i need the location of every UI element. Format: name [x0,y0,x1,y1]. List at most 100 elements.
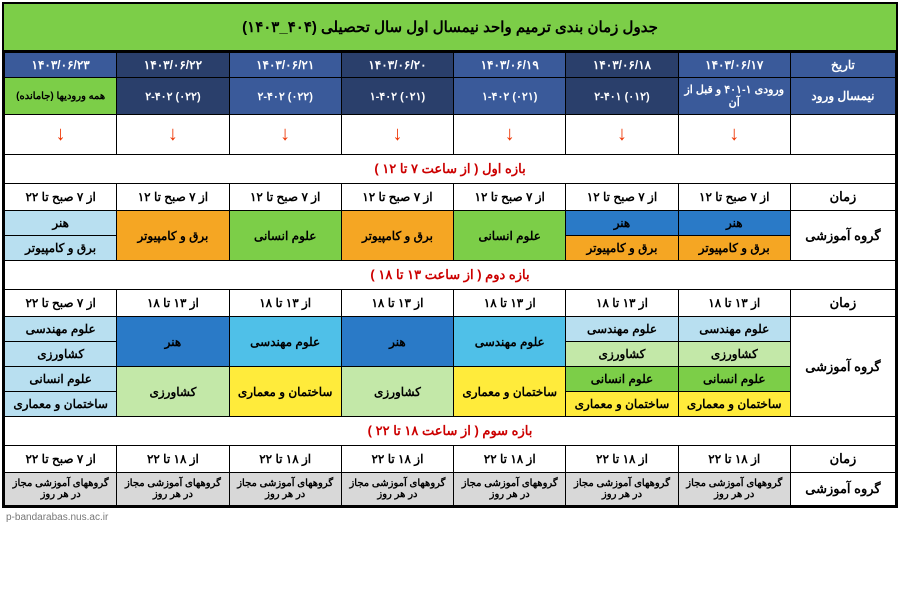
date-1: ۱۴۰۳/۰۶/۱۸ [566,53,678,78]
date-5: ۱۴۰۳/۰۶/۲۲ [117,53,229,78]
s2-t4: از ۱۳ تا ۱۸ [229,290,341,317]
s1-t2: از ۷ صبح تا ۱۲ [454,184,566,211]
s2-g: علوم مهندسی [229,317,341,367]
sem-4: (۰۲۲) ۲-۴۰۲ [229,78,341,115]
semester-row: نیمسال ورود ورودی ۱-۴۰۱ و قبل از آن (۰۱۲… [5,78,896,115]
s2-t5: از ۱۳ تا ۱۸ [117,290,229,317]
s2-g: کشاورزی [117,367,229,417]
s1-g: علوم انسانی [454,211,566,261]
s3-g: گروههای آموزشی مجاز در هر روز [678,473,790,506]
watermark: p-bandarabas.nus.ac.ir [0,510,900,525]
sem-3: (۰۲۱) ۱-۴۰۲ [341,78,453,115]
s2-g: ساختمان و معماری [566,392,678,417]
s2-g: ساختمان و معماری [5,392,117,417]
date-6: ۱۴۰۳/۰۶/۲۳ [5,53,117,78]
s2-t3: از ۱۳ تا ۱۸ [341,290,453,317]
s1-t3: از ۷ صبح تا ۱۲ [341,184,453,211]
s2-g: ساختمان و معماری [678,392,790,417]
arrow-icon: ↓ [56,123,66,145]
s1-g: برق و کامپیوتر [341,211,453,261]
arrow-icon: ↓ [729,123,739,145]
s1-g: هنر [566,211,678,236]
s2-g: کشاورزی [566,342,678,367]
arrow-icon: ↓ [280,123,290,145]
s3-t4: از ۱۸ تا ۲۲ [229,446,341,473]
s2-g: علوم انسانی [5,367,117,392]
s3-g: گروههای آموزشی مجاز در هر روز [5,473,117,506]
s1-group-row1: گروه آموزشی هنر هنر علوم انسانی برق و کا… [5,211,896,236]
s3-g: گروههای آموزشی مجاز در هر روز [117,473,229,506]
date-0: ۱۴۰۳/۰۶/۱۷ [678,53,790,78]
s2-group-r1: گروه آموزشی علوم مهندسی علوم مهندسی علوم… [5,317,896,342]
s2-g: ساختمان و معماری [229,367,341,417]
section-1-header: بازه اول ( از ساعت ۷ تا ۱۲ ) [5,155,896,184]
s1-t0: از ۷ صبح تا ۱۲ [678,184,790,211]
arrow-icon: ↓ [505,123,515,145]
s3-t2: از ۱۸ تا ۲۲ [454,446,566,473]
schedule-table: تاریخ ۱۴۰۳/۰۶/۱۷ ۱۴۰۳/۰۶/۱۸ ۱۴۰۳/۰۶/۱۹ ۱… [4,52,896,506]
s1-t4: از ۷ صبح تا ۱۲ [229,184,341,211]
group-label: گروه آموزشی [790,317,895,417]
s2-group-r3: علوم انسانی علوم انسانی ساختمان و معماری… [5,367,896,392]
s2-g: علوم مهندسی [566,317,678,342]
s3-time-row: زمان از ۱۸ تا ۲۲ از ۱۸ تا ۲۲ از ۱۸ تا ۲۲… [5,446,896,473]
arrow-icon: ↓ [392,123,402,145]
group-label: گروه آموزشی [790,473,895,506]
s3-g: گروههای آموزشی مجاز در هر روز [341,473,453,506]
s3-t5: از ۱۸ تا ۲۲ [117,446,229,473]
time-label: زمان [790,446,895,473]
s2-g: کشاورزی [678,342,790,367]
s1-g: علوم انسانی [229,211,341,261]
date-3: ۱۴۰۳/۰۶/۲۰ [341,53,453,78]
date-2: ۱۴۰۳/۰۶/۱۹ [454,53,566,78]
time-label: زمان [790,290,895,317]
s1-t1: از ۷ صبح تا ۱۲ [566,184,678,211]
s1-g: هنر [678,211,790,236]
schedule-container: جدول زمان بندی ترمیم واحد نیمسال اول سال… [2,2,898,508]
group-label: گروه آموزشی [790,211,895,261]
sem-6: همه ورودیها (جامانده) [5,78,117,115]
s2-t0: از ۱۳ تا ۱۸ [678,290,790,317]
s1-t5: از ۷ صبح تا ۱۲ [117,184,229,211]
s1-g: برق و کامپیوتر [5,236,117,261]
s1-t6: از ۷ صبح تا ۲۲ [5,184,117,211]
s1-g: برق و کامپیوتر [117,211,229,261]
section-3-header: بازه سوم ( از ساعت ۱۸ تا ۲۲ ) [5,417,896,446]
s1-time-row: زمان از ۷ صبح تا ۱۲ از ۷ صبح تا ۱۲ از ۷ … [5,184,896,211]
semester-label: نیمسال ورود [790,78,895,115]
s2-g: کشاورزی [5,342,117,367]
s2-t1: از ۱۳ تا ۱۸ [566,290,678,317]
s3-t0: از ۱۸ تا ۲۲ [678,446,790,473]
s1-g: برق و کامپیوتر [678,236,790,261]
s2-g: علوم مهندسی [5,317,117,342]
s3-t6: از ۷ صبح تا ۲۲ [5,446,117,473]
sem-1: (۰۱۲) ۲-۴۰۱ [566,78,678,115]
s2-t2: از ۱۳ تا ۱۸ [454,290,566,317]
s3-group-row: گروه آموزشی گروههای آموزشی مجاز در هر رو… [5,473,896,506]
sem-5: (۰۲۲) ۲-۴۰۲ [117,78,229,115]
date-row: تاریخ ۱۴۰۳/۰۶/۱۷ ۱۴۰۳/۰۶/۱۸ ۱۴۰۳/۰۶/۱۹ ۱… [5,53,896,78]
s2-g: علوم انسانی [566,367,678,392]
s3-t1: از ۱۸ تا ۲۲ [566,446,678,473]
s3-g: گروههای آموزشی مجاز در هر روز [229,473,341,506]
section-2-header: بازه دوم ( از ساعت ۱۳ تا ۱۸ ) [5,261,896,290]
date-label: تاریخ [790,53,895,78]
sem-2: (۰۲۱) ۱-۴۰۲ [454,78,566,115]
s2-g: علوم انسانی [678,367,790,392]
s2-g: کشاورزی [341,367,453,417]
s2-time-row: زمان از ۱۳ تا ۱۸ از ۱۳ تا ۱۸ از ۱۳ تا ۱۸… [5,290,896,317]
s1-g: هنر [5,211,117,236]
arrow-row: ↓ ↓ ↓ ↓ ↓ ↓ ↓ [5,115,896,155]
arrow-icon: ↓ [617,123,627,145]
s3-g: گروههای آموزشی مجاز در هر روز [566,473,678,506]
main-title: جدول زمان بندی ترمیم واحد نیمسال اول سال… [4,4,896,52]
s2-g: علوم مهندسی [454,317,566,367]
date-4: ۱۴۰۳/۰۶/۲۱ [229,53,341,78]
s2-g: علوم مهندسی [678,317,790,342]
s3-t3: از ۱۸ تا ۲۲ [341,446,453,473]
s2-g: ساختمان و معماری [454,367,566,417]
s1-g: برق و کامپیوتر [566,236,678,261]
s3-g: گروههای آموزشی مجاز در هر روز [454,473,566,506]
sem-0: ورودی ۱-۴۰۱ و قبل از آن [678,78,790,115]
s2-t6: از ۷ صبح تا ۲۲ [5,290,117,317]
